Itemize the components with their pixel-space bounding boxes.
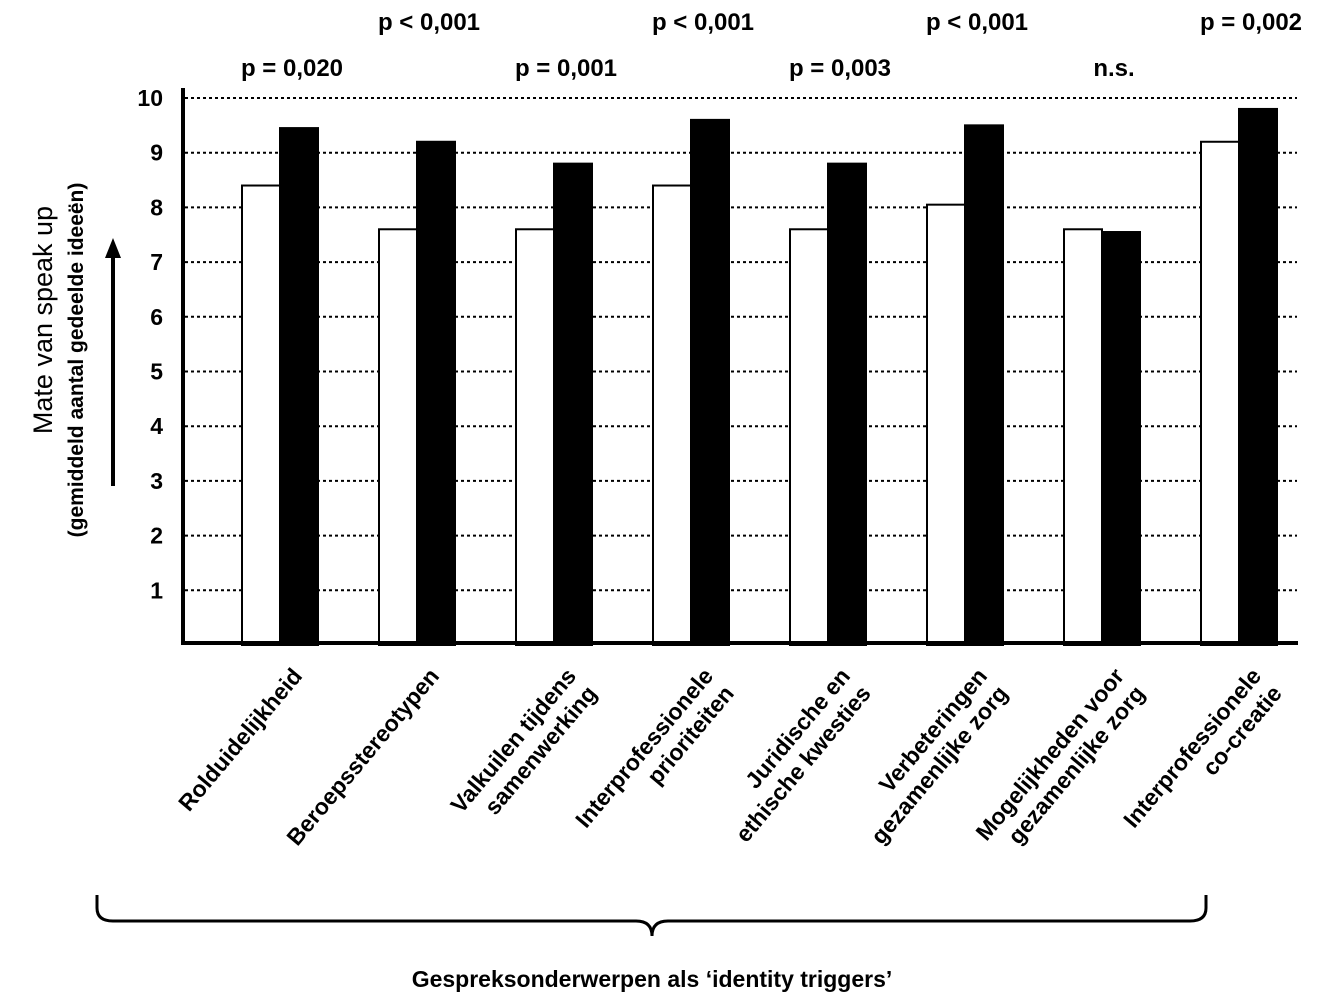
category-label-line: Beroepsstereotypen bbox=[281, 663, 444, 850]
y-axis-label: Mate van speak up bbox=[28, 206, 58, 434]
y-tick-label: 7 bbox=[150, 249, 163, 275]
bar-black bbox=[1238, 107, 1278, 646]
p-value-label: p = 0,001 bbox=[515, 55, 617, 82]
p-value-label: p = 0,002 bbox=[1200, 9, 1302, 36]
p-value-label: n.s. bbox=[1093, 55, 1134, 82]
bar-white bbox=[378, 228, 418, 646]
y-tick-label: 8 bbox=[150, 194, 163, 220]
bar-white bbox=[1200, 140, 1240, 646]
y-tick-label: 10 bbox=[137, 85, 163, 111]
p-value-label: p < 0,001 bbox=[652, 9, 754, 36]
p-value-label: p = 0,003 bbox=[789, 55, 891, 82]
y-tick-label: 4 bbox=[150, 413, 163, 439]
y-axis-sublabel: (gemiddeld aantal gedeelde ideeën) bbox=[65, 183, 88, 538]
p-value-label: p < 0,001 bbox=[378, 9, 480, 36]
bar-white bbox=[241, 184, 281, 647]
bar-black bbox=[279, 127, 319, 646]
y-tick-label: 5 bbox=[150, 359, 163, 385]
bar-black bbox=[1101, 231, 1141, 646]
category-label: Beroepsstereotypen bbox=[281, 663, 444, 850]
bar-white bbox=[926, 203, 966, 646]
p-value-label: p < 0,001 bbox=[926, 9, 1028, 36]
bar-white bbox=[789, 228, 829, 646]
up-arrow-icon bbox=[105, 238, 121, 486]
y-axis-title: Mate van speak up (gemiddeld aantal gede… bbox=[28, 183, 88, 538]
bar-black bbox=[416, 140, 456, 646]
category-label-line: Rolduidelijkheid bbox=[173, 663, 307, 816]
y-tick-label: 2 bbox=[150, 523, 163, 549]
bar-white bbox=[515, 228, 555, 646]
y-tick-label: 6 bbox=[150, 304, 163, 330]
bar-black bbox=[827, 162, 867, 646]
x-axis-brace bbox=[95, 895, 1208, 937]
p-value-labels: p = 0,020 p < 0,001 p = 0,001 p < 0,001 p = … bbox=[241, 9, 1302, 82]
y-tick-label: 3 bbox=[150, 468, 163, 494]
y-tick-label: 9 bbox=[150, 140, 163, 166]
x-axis-label: Gespreksonderwerpen als ‘identity trigge… bbox=[412, 966, 893, 992]
bar-black bbox=[553, 162, 593, 646]
bar-black bbox=[690, 118, 730, 646]
bar-white bbox=[1063, 228, 1103, 646]
p-value-label: p = 0,020 bbox=[241, 55, 343, 82]
bar-black bbox=[964, 124, 1004, 647]
axes bbox=[181, 88, 1298, 645]
category-label: Rolduidelijkheid bbox=[173, 663, 307, 816]
bar-white bbox=[652, 184, 692, 647]
bars bbox=[241, 107, 1278, 647]
y-tick-label: 1 bbox=[150, 577, 163, 603]
y-tick-labels: 1 2 3 4 5 6 7 8 9 10 bbox=[137, 85, 163, 603]
